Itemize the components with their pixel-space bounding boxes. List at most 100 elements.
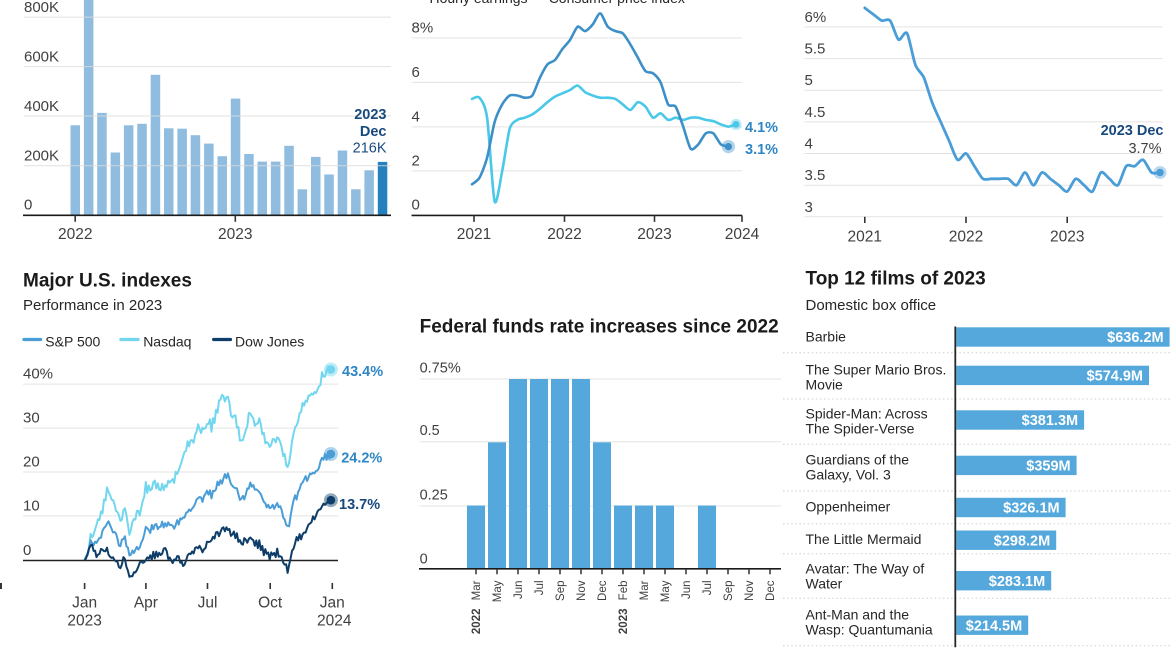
svg-text:0.5: 0.5 [420, 423, 440, 439]
svg-text:Top 12 films of 2023: Top 12 films of 2023 [806, 268, 986, 289]
svg-text:$283.1M: $283.1M [989, 574, 1045, 590]
svg-text:Nov: Nov [744, 580, 756, 601]
svg-text:Water: Water [806, 575, 843, 591]
svg-text:2023: 2023 [1050, 229, 1084, 246]
svg-text:2021: 2021 [457, 226, 491, 243]
svg-text:Guardians of the: Guardians of the [806, 451, 910, 467]
svg-text:Movie: Movie [806, 376, 844, 392]
svg-text:Barbie: Barbie [806, 329, 847, 345]
svg-text:6: 6 [412, 64, 420, 81]
svg-text:Sep: Sep [555, 581, 567, 601]
svg-text:2: 2 [412, 152, 420, 169]
svg-text:13.7%: 13.7% [339, 497, 380, 513]
svg-text:0: 0 [24, 197, 32, 214]
svg-text:Dec: Dec [765, 580, 777, 601]
svg-text:40%: 40% [23, 366, 53, 383]
svg-text:0.75%: 0.75% [420, 360, 461, 376]
svg-text:0: 0 [420, 552, 428, 568]
svg-text:3.1%: 3.1% [745, 142, 778, 158]
svg-text:200K: 200K [24, 148, 59, 165]
svg-text:$574.9M: $574.9M [1087, 369, 1143, 385]
svg-text:2023 Dec: 2023 Dec [1101, 123, 1164, 139]
svg-text:Ant-Man and the: Ant-Man and the [806, 607, 910, 623]
svg-text:0: 0 [412, 197, 420, 214]
svg-text:2022: 2022 [547, 226, 581, 243]
svg-text:0.25: 0.25 [420, 487, 448, 503]
svg-text:2022: 2022 [471, 609, 483, 635]
svg-text:$636.2M: $636.2M [1107, 330, 1163, 346]
svg-text:800K: 800K [24, 0, 59, 16]
svg-text:20: 20 [23, 453, 40, 470]
svg-text:24.2%: 24.2% [341, 451, 382, 467]
svg-text:Avatar: The Way of: Avatar: The Way of [806, 560, 925, 576]
svg-text:Feb: Feb [618, 581, 630, 601]
svg-text:216K: 216K [353, 141, 387, 157]
svg-text:2021: 2021 [848, 229, 882, 246]
svg-text:$381.3M: $381.3M [1022, 413, 1078, 429]
svg-text:Jun: Jun [681, 581, 693, 600]
svg-text:2024: 2024 [725, 226, 760, 243]
svg-text:May: May [492, 580, 504, 602]
svg-text:6%: 6% [805, 9, 827, 26]
svg-text:S&P 500: S&P 500 [45, 334, 100, 350]
svg-text:4: 4 [805, 136, 813, 153]
svg-text:Jul: Jul [702, 581, 714, 596]
svg-text:4.5: 4.5 [805, 104, 826, 121]
svg-text:30: 30 [23, 410, 40, 427]
svg-text:Jul: Jul [198, 595, 218, 612]
svg-text:Dow Jones: Dow Jones [235, 334, 304, 350]
svg-text:3.7%: 3.7% [1128, 141, 1161, 157]
svg-text:2023: 2023 [354, 107, 386, 123]
svg-text:Dec: Dec [597, 580, 609, 601]
svg-text:Major U.S. indexes: Major U.S. indexes [23, 270, 192, 291]
svg-text:Jan: Jan [320, 595, 345, 612]
svg-text:2023: 2023 [637, 226, 671, 243]
svg-text:2023: 2023 [67, 613, 101, 630]
svg-text:$214.5M: $214.5M [966, 618, 1022, 634]
svg-text:Performance in 2023: Performance in 2023 [23, 297, 162, 314]
svg-text:Domestic box office: Domestic box office [806, 297, 937, 314]
svg-text:Dec: Dec [360, 124, 387, 140]
svg-text:3: 3 [805, 199, 813, 216]
svg-text:2023: 2023 [218, 226, 252, 243]
svg-text:Oppenheimer: Oppenheimer [806, 498, 891, 514]
svg-text:0: 0 [23, 542, 31, 559]
svg-text:Jun: Jun [513, 581, 525, 600]
svg-text:43.4%: 43.4% [342, 364, 383, 380]
svg-text:Consumer price index: Consumer price index [549, 0, 685, 6]
svg-text:$298.2M: $298.2M [994, 533, 1050, 549]
svg-text:May: May [660, 580, 672, 602]
svg-text:2023: 2023 [618, 609, 630, 635]
svg-text:400K: 400K [24, 98, 59, 115]
svg-text:The Spider-Verse: The Spider-Verse [806, 420, 915, 436]
svg-text:3.5: 3.5 [805, 167, 826, 184]
svg-text:600K: 600K [24, 48, 59, 65]
svg-text:Mar: Mar [639, 580, 651, 600]
svg-text:2022: 2022 [58, 226, 92, 243]
svg-text:Jan: Jan [72, 595, 97, 612]
svg-text:5.5: 5.5 [805, 41, 826, 58]
svg-text:8%: 8% [412, 19, 434, 36]
svg-text:Sep: Sep [723, 581, 735, 601]
svg-text:Jul: Jul [534, 581, 546, 596]
svg-text:$359M: $359M [1026, 459, 1070, 475]
svg-text:Apr: Apr [134, 595, 158, 612]
svg-text:2022: 2022 [949, 229, 983, 246]
svg-text:10: 10 [23, 497, 40, 514]
svg-text:The Little Mermaid: The Little Mermaid [806, 531, 922, 547]
svg-text:Oct: Oct [258, 595, 283, 612]
svg-text:Hourly earnings: Hourly earnings [430, 0, 528, 6]
svg-text:Federal funds rate increases s: Federal funds rate increases since 2022 [420, 317, 779, 338]
svg-text:Nasdaq: Nasdaq [143, 334, 191, 350]
svg-text:Mar: Mar [471, 580, 483, 600]
svg-text:Wasp: Quantumania: Wasp: Quantumania [806, 622, 933, 638]
svg-text:2024: 2024 [317, 613, 352, 630]
svg-text:4.1%: 4.1% [745, 120, 778, 136]
svg-text:$326.1M: $326.1M [1003, 501, 1059, 517]
svg-text:Galaxy, Vol. 3: Galaxy, Vol. 3 [806, 466, 892, 482]
svg-text:The Super Mario Bros.: The Super Mario Bros. [806, 361, 947, 377]
svg-text:Nov: Nov [576, 580, 588, 601]
svg-text:4: 4 [412, 108, 420, 125]
svg-text:Spider-Man: Across: Spider-Man: Across [806, 405, 928, 421]
svg-text:5: 5 [805, 72, 813, 89]
